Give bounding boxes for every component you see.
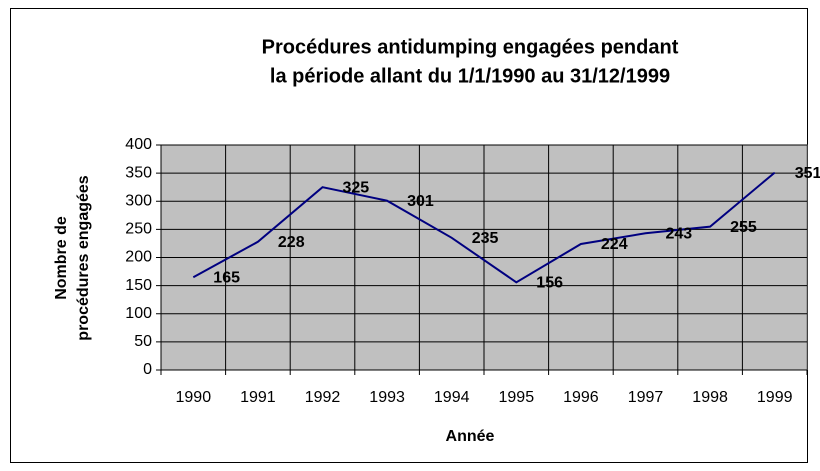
data-label: 325 xyxy=(343,179,370,196)
data-label: 228 xyxy=(278,234,305,251)
x-tick-label: 1993 xyxy=(369,389,405,406)
chart-title: la période allant du 1/1/1990 au 31/12/1… xyxy=(270,65,670,87)
x-tick-label: 1990 xyxy=(176,389,212,406)
y-tick-label: 250 xyxy=(125,221,152,238)
y-tick-label: 150 xyxy=(125,277,152,294)
y-tick-label: 100 xyxy=(125,305,152,322)
x-tick-label: 1997 xyxy=(628,389,664,406)
x-axis-title: Année xyxy=(446,428,495,445)
x-tick-label: 1991 xyxy=(240,389,276,406)
y-tick-label: 200 xyxy=(125,249,152,266)
data-label: 351 xyxy=(795,165,820,182)
y-axis-title: Nombre de xyxy=(53,216,70,300)
y-tick-label: 400 xyxy=(125,136,152,153)
data-label: 156 xyxy=(536,274,563,291)
x-tick-label: 1994 xyxy=(434,389,470,406)
x-tick-label: 1996 xyxy=(563,389,599,406)
x-tick-label: 1992 xyxy=(305,389,341,406)
chart-title: Procédures antidumping engagées pendant xyxy=(262,36,679,58)
y-tick-label: 350 xyxy=(125,164,152,181)
data-label: 255 xyxy=(730,219,757,236)
y-axis-title: procédures engagées xyxy=(75,175,92,341)
x-tick-label: 1998 xyxy=(692,389,728,406)
y-tick-label: 0 xyxy=(143,361,152,378)
y-tick-label: 300 xyxy=(125,192,152,209)
data-label: 243 xyxy=(666,226,693,243)
data-label: 165 xyxy=(213,269,240,286)
series-line xyxy=(192,171,776,284)
y-tick-label: 50 xyxy=(134,333,152,350)
x-tick-label: 1995 xyxy=(499,389,535,406)
data-label: 301 xyxy=(407,193,434,210)
data-label: 224 xyxy=(601,236,628,253)
data-label: 235 xyxy=(472,230,499,247)
x-tick-label: 1999 xyxy=(757,389,793,406)
